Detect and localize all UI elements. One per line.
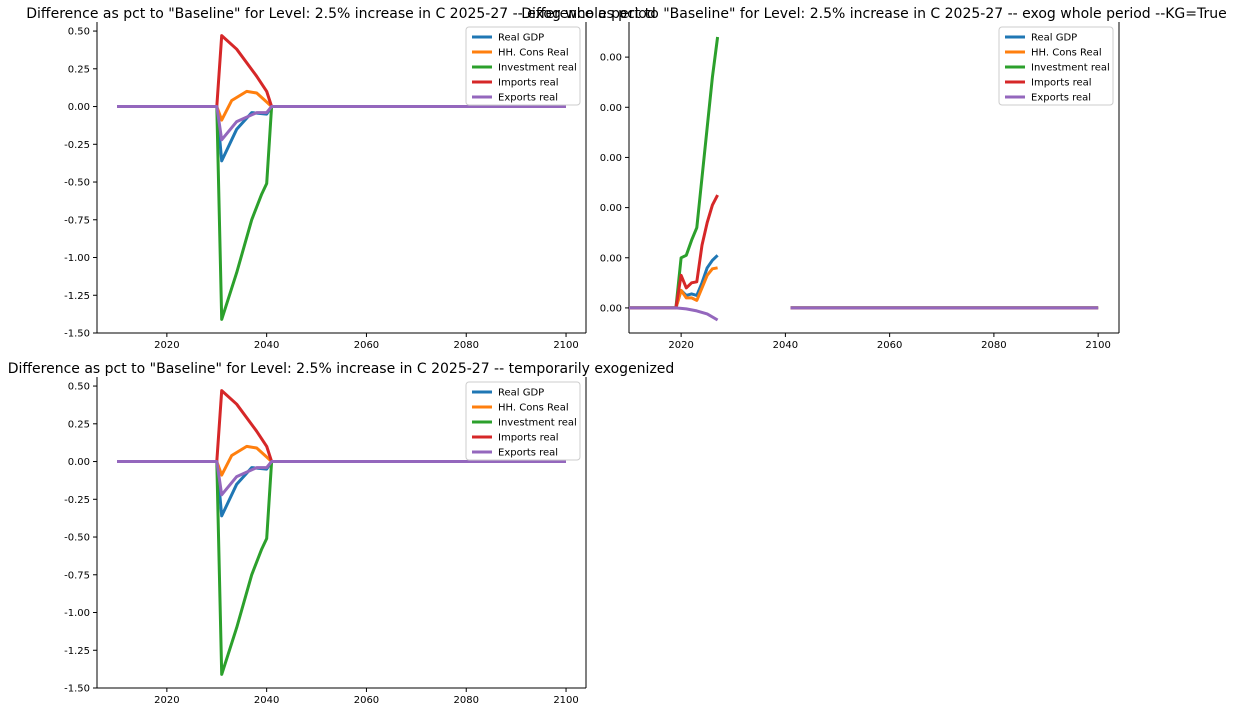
series-line-imports-real: [117, 34, 566, 108]
x-tick-label: 2040: [773, 340, 798, 351]
x-tick-label: 2100: [553, 340, 578, 351]
y-tick-label: 0.00: [68, 102, 90, 113]
y-tick-label: -0.75: [64, 570, 90, 581]
x-tick-label: 2080: [454, 340, 479, 351]
chart-title: Difference as pct to "Baseline" for Leve…: [26, 6, 655, 22]
series-line-investment-real: [117, 105, 566, 321]
y-tick-label: 0.00: [600, 153, 622, 164]
y-tick-label: -0.25: [64, 495, 90, 506]
legend-label: Real GDP: [498, 388, 544, 399]
y-tick-label: 0.00: [600, 103, 622, 114]
legend-label: Exports real: [498, 448, 558, 459]
y-tick-label: 0.00: [600, 203, 622, 214]
legend-label: Imports real: [498, 433, 559, 444]
x-tick-label: 2100: [1085, 340, 1110, 351]
legend-label: Imports real: [498, 78, 559, 89]
series-line-imports-real: [117, 389, 566, 463]
chart-panel-1: Difference as pct to "Baseline" for Leve…: [26, 6, 655, 351]
legend-label: Exports real: [1031, 93, 1091, 104]
y-tick-label: -0.25: [64, 140, 90, 151]
legend-frame: [465, 26, 581, 106]
legend-label: Exports real: [498, 93, 558, 104]
legend-label: Investment real: [498, 63, 577, 74]
y-tick-label: -1.25: [64, 291, 90, 302]
x-tick-label: 2080: [454, 695, 479, 706]
y-tick-label: -1.50: [64, 684, 90, 695]
y-tick-label: 0.50: [68, 382, 90, 393]
series-line-real-gdp: [117, 460, 566, 518]
legend-label: Real GDP: [1031, 33, 1077, 44]
legend-label: HH. Cons Real: [1031, 48, 1102, 59]
legend-label: HH. Cons Real: [498, 403, 569, 414]
x-tick-label: 2040: [254, 695, 279, 706]
legend-label: HH. Cons Real: [498, 48, 569, 59]
legend-frame: [998, 26, 1114, 106]
legend-label: Investment real: [1031, 63, 1110, 74]
y-tick-label: -0.50: [64, 533, 90, 544]
y-tick-label: 0.00: [68, 457, 90, 468]
y-tick-label: -1.00: [64, 608, 90, 619]
legend-frame: [465, 381, 581, 461]
series-line-real-gdp: [117, 105, 566, 163]
y-tick-label: 0.00: [600, 53, 622, 64]
legend-label: Real GDP: [498, 33, 544, 44]
x-tick-label: 2060: [877, 340, 902, 351]
chart-title: Difference as pct to "Baseline" for Leve…: [521, 6, 1227, 22]
chart-panel-2: Difference as pct to "Baseline" for Leve…: [521, 6, 1227, 351]
x-tick-label: 2100: [553, 695, 578, 706]
x-tick-label: 2020: [154, 340, 179, 351]
series-line-exports-real: [117, 460, 566, 497]
x-tick-label: 2020: [154, 695, 179, 706]
y-tick-label: -0.50: [64, 178, 90, 189]
x-tick-label: 2080: [981, 340, 1006, 351]
y-tick-label: -1.00: [64, 253, 90, 264]
legend-label: Imports real: [1031, 78, 1092, 89]
series-line-exports-real: [117, 105, 566, 142]
y-tick-label: 0.25: [68, 64, 90, 75]
y-tick-label: 0.50: [68, 27, 90, 38]
legend: Real GDP HH. Cons Real Investment real Impo…: [998, 26, 1114, 106]
y-tick-label: 0.00: [600, 253, 622, 264]
series-line-investment-real: [117, 460, 566, 676]
legend-label: Investment real: [498, 418, 577, 429]
legend: Real GDP HH. Cons Real Investment real Impo…: [465, 26, 581, 106]
y-tick-label: -1.25: [64, 646, 90, 657]
x-tick-label: 2040: [254, 340, 279, 351]
x-tick-label: 2020: [668, 340, 693, 351]
chart-panel-3: Difference as pct to "Baseline" for Leve…: [8, 361, 675, 706]
series-line-exports-real: [629, 306, 1099, 322]
x-tick-label: 2060: [354, 340, 379, 351]
y-tick-label: 0.00: [600, 303, 622, 314]
y-tick-label: -0.75: [64, 215, 90, 226]
chart-title: Difference as pct to "Baseline" for Leve…: [8, 361, 675, 377]
legend: Real GDP HH. Cons Real Investment real Impo…: [465, 381, 581, 461]
y-tick-label: -1.50: [64, 329, 90, 340]
x-tick-label: 2060: [354, 695, 379, 706]
y-tick-label: 0.25: [68, 419, 90, 430]
